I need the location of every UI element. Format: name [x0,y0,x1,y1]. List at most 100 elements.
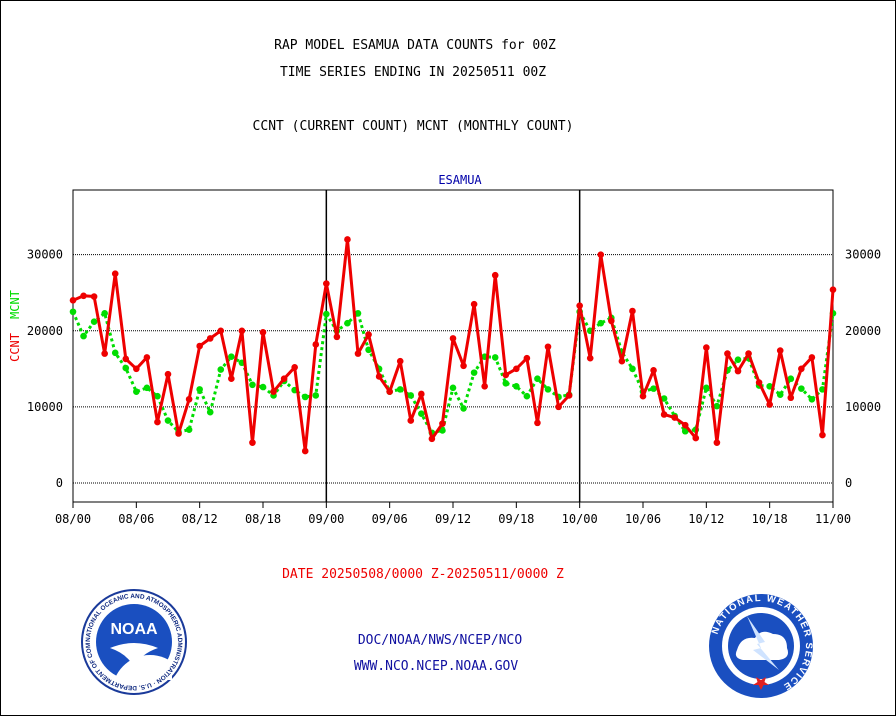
data-point-mcnt [523,392,531,400]
y-tick-label-right: 30000 [845,248,881,262]
y-tick-label-right: 0 [845,476,852,490]
data-point-ccnt [228,375,235,383]
data-point-ccnt [238,327,246,335]
data-point-ccnt [90,293,98,300]
data-point-mcnt [154,392,161,400]
data-point-ccnt [259,329,267,336]
data-point-ccnt [555,403,562,411]
x-tick-label: 11/00 [815,512,851,526]
x-tick-label: 10/12 [688,512,724,526]
data-point-mcnt [217,366,225,373]
data-point-ccnt [69,297,77,304]
data-point-ccnt [154,418,161,426]
data-point-mcnt [418,410,425,418]
data-point-ccnt [481,383,488,390]
data-point-ccnt [734,367,742,375]
data-point-mcnt [69,308,77,316]
data-point-mcnt [185,426,193,434]
data-point-mcnt [396,386,404,393]
data-point-mcnt [460,405,467,412]
data-point-mcnt [534,375,541,383]
data-point-mcnt [164,417,172,424]
y-axis-label: CCNT MCNT [8,290,22,362]
data-point-ccnt [671,414,678,421]
data-point-ccnt [819,431,826,439]
data-point-mcnt [650,385,657,392]
data-point-ccnt [565,392,573,399]
data-point-ccnt [291,364,298,371]
data-point-ccnt [185,395,193,403]
data-point-ccnt [745,350,752,357]
data-point-mcnt [766,383,773,390]
data-point-mcnt [111,349,119,357]
x-tick-label: 09/12 [435,512,471,526]
data-point-ccnt [323,280,330,287]
x-axis-date-range: DATE 20250508/0000 Z-20250511/0000 Z [282,567,564,582]
data-point-mcnt [365,346,372,354]
data-point-ccnt [270,388,277,395]
data-point-ccnt [650,367,657,374]
data-point-ccnt [386,388,393,395]
data-point-ccnt [597,251,605,258]
data-point-ccnt [660,411,668,418]
data-point-mcnt [354,309,362,317]
data-point-ccnt [344,236,351,243]
data-point-ccnt [354,350,362,357]
data-point-ccnt [808,354,816,361]
data-point-mcnt [470,369,478,376]
data-point-mcnt [80,332,87,340]
data-point-mcnt [597,319,605,327]
data-point-ccnt [491,271,499,279]
data-point-ccnt [513,365,520,373]
data-point-ccnt [175,430,182,437]
data-point-ccnt [639,392,647,400]
data-point-ccnt [365,331,372,338]
data-point-mcnt [681,427,689,435]
nws-logo: NATIONAL WEATHER SERVICE [709,593,813,698]
data-point-ccnt [333,333,341,341]
data-point-ccnt [449,335,457,342]
y-tick-label-left: 0 [56,476,63,490]
data-point-ccnt [428,435,436,443]
data-point-mcnt [713,402,721,410]
data-point-ccnt [280,375,288,383]
data-point-ccnt [80,292,87,300]
data-point-ccnt [206,335,214,342]
chart-subtitle: CCNT (CURRENT COUNT) MCNT (MONTHLY COUNT… [252,119,574,134]
data-point-mcnt [513,383,520,390]
data-point-ccnt [143,354,151,361]
chart-panel-title: ESAMUA [438,173,482,187]
data-point-ccnt [629,307,636,315]
y-axis-label-mcnt: MCNT [8,290,22,319]
data-point-ccnt [787,394,795,402]
data-point-ccnt [713,439,721,446]
data-point-mcnt [439,427,446,434]
data-point-ccnt [544,343,552,351]
y-tick-label-left: 20000 [27,324,63,338]
x-tick-label: 10/06 [625,512,661,526]
data-point-mcnt [703,384,710,392]
data-point-mcnt [660,395,668,402]
data-point-ccnt [703,344,710,351]
data-point-ccnt [798,365,805,373]
data-point-mcnt [133,388,140,395]
x-tick-label: 10/00 [562,512,598,526]
data-point-ccnt [576,302,583,309]
data-point-ccnt [681,421,689,429]
data-point-mcnt [502,379,510,387]
plot-area-border [72,189,834,503]
series-line-ccnt [72,237,835,453]
data-point-ccnt [196,342,203,350]
data-point-ccnt [164,370,172,378]
y-tick-label-left: 30000 [27,248,63,262]
data-point-mcnt [249,381,256,389]
data-point-mcnt [407,392,415,399]
data-point-mcnt [449,384,457,392]
data-point-ccnt [470,300,478,308]
data-point-mcnt [629,365,636,373]
data-point-mcnt [819,386,826,393]
data-point-mcnt [798,385,805,392]
x-tick-label: 10/18 [752,512,788,526]
chart-title-line2: TIME SERIES ENDING IN 20250511 00Z [279,65,547,80]
